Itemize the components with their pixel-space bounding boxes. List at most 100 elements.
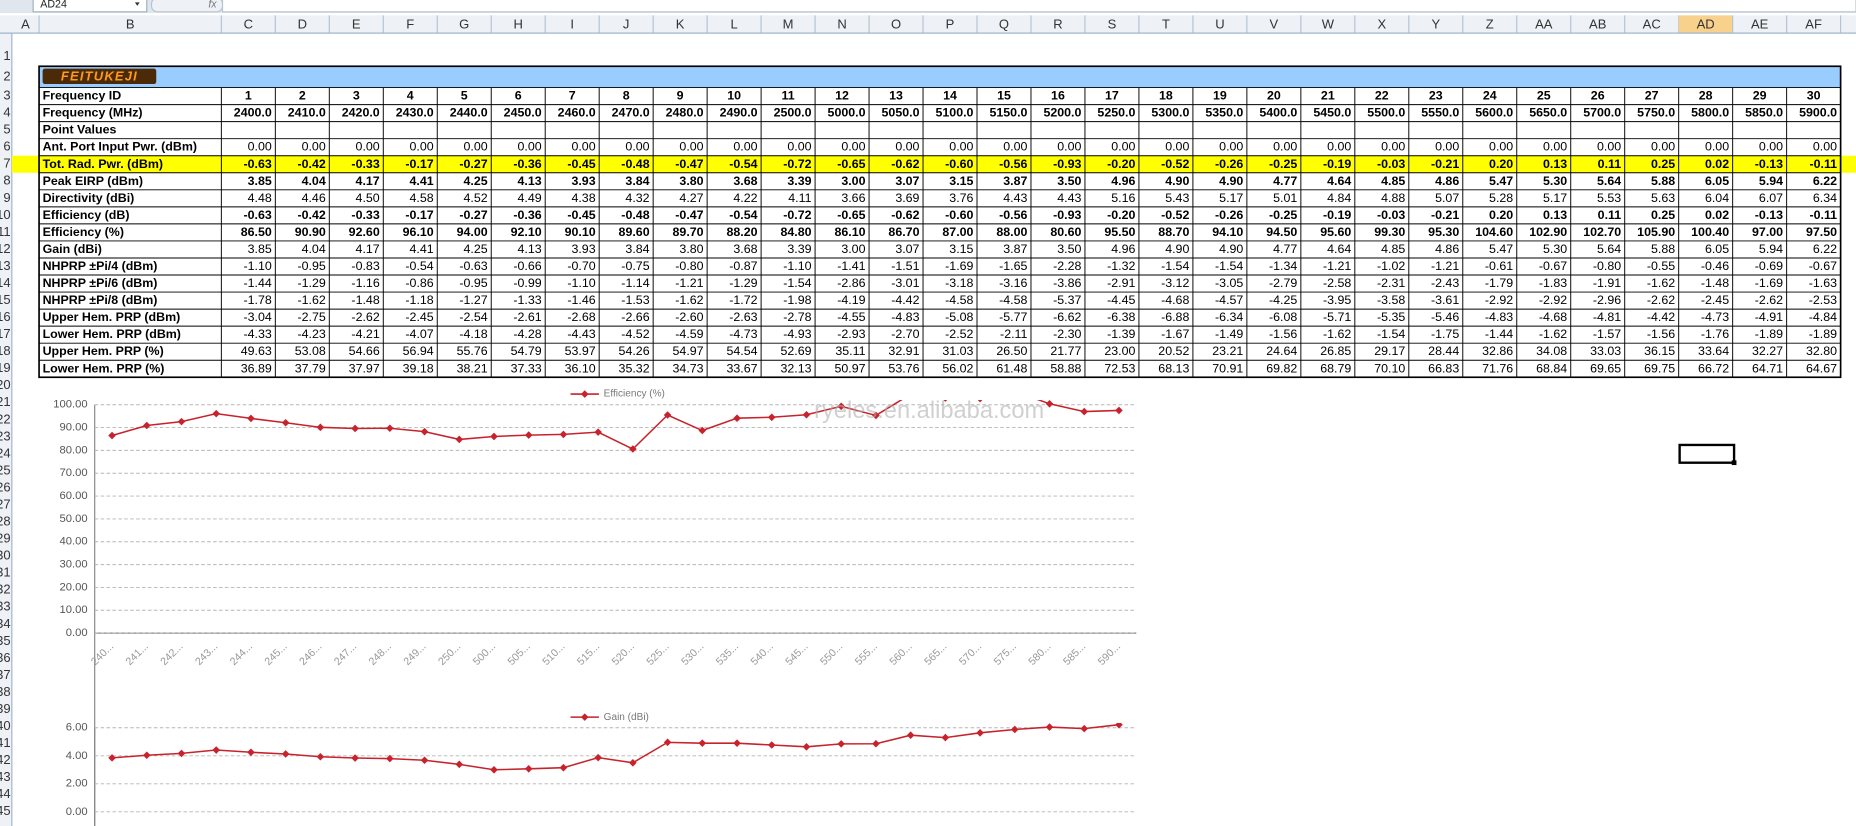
cell-value: -5.77 xyxy=(999,310,1027,324)
data-point xyxy=(490,432,498,441)
cell-value: 4.27 xyxy=(679,191,703,205)
cell-value: 4.17 xyxy=(356,174,380,188)
cell-value: 6.34 xyxy=(1813,191,1837,205)
cell-value: 5.64 xyxy=(1597,242,1621,256)
cell-value: -1.48 xyxy=(351,293,379,307)
cell-value: 0.00 xyxy=(1273,140,1297,154)
column-header: AD xyxy=(1697,16,1715,31)
row-header: 11 xyxy=(0,224,11,239)
cell-value: -6.38 xyxy=(1107,310,1135,324)
cell-value: -4.57 xyxy=(1215,293,1243,307)
cell-value: 88.00 xyxy=(996,225,1027,239)
cell-value: 0.20 xyxy=(1489,157,1513,171)
cell-value: -2.53 xyxy=(1809,293,1837,307)
legend-label: Gain (dBi) xyxy=(604,712,649,723)
cell-value: -2.63 xyxy=(729,310,757,324)
column-header: W xyxy=(1322,16,1335,31)
cell-value: 2470.0 xyxy=(612,106,650,120)
data-point xyxy=(1045,723,1054,731)
cell-value: 5750.0 xyxy=(1637,106,1675,120)
cell-value: -0.42 xyxy=(297,208,325,222)
cell-value: 4.64 xyxy=(1327,242,1351,256)
cell-value: 4.13 xyxy=(517,242,541,256)
cell-value: 5350.0 xyxy=(1205,106,1243,120)
cell-value: 26.85 xyxy=(1320,344,1351,358)
data-point xyxy=(872,739,880,748)
cell-value: 4.17 xyxy=(356,242,380,256)
cell-value: -3.61 xyxy=(1431,293,1459,307)
cell-value: -2.91 xyxy=(1107,276,1135,290)
cell-value: 3.68 xyxy=(733,174,757,188)
cell-value: 5050.0 xyxy=(882,106,920,120)
series-line xyxy=(111,399,1119,450)
row-header: 14 xyxy=(0,275,11,290)
row-label: Point Values xyxy=(43,123,117,137)
cell-value: 86.50 xyxy=(241,225,272,239)
selected-cell[interactable] xyxy=(1678,443,1736,464)
cell-value: 0.11 xyxy=(1598,208,1622,222)
data-point xyxy=(941,733,950,742)
data-point xyxy=(142,421,151,430)
x-tick-label: 530... xyxy=(679,641,706,668)
cell-value: -6.08 xyxy=(1269,310,1297,324)
fill-handle[interactable] xyxy=(1731,460,1737,466)
cell-value: -0.55 xyxy=(1647,259,1675,273)
cell-value: -0.65 xyxy=(837,208,865,222)
column-header: M xyxy=(783,16,794,31)
cell-value: 0.00 xyxy=(248,140,272,154)
column-header: H xyxy=(514,16,523,31)
cell-value: -1.83 xyxy=(1539,276,1567,290)
cell-value: -0.13 xyxy=(1755,208,1783,222)
cell-value: -0.72 xyxy=(783,157,811,171)
cell-value: 29.17 xyxy=(1374,344,1405,358)
data-point xyxy=(524,431,533,439)
y-tick-label: 0.00 xyxy=(66,806,88,818)
y-tick-label: 4.00 xyxy=(66,750,88,762)
cell-value: 32.86 xyxy=(1482,344,1513,358)
cell-value: 5.16 xyxy=(1111,191,1135,205)
data-point xyxy=(1011,387,1019,395)
cell-value: 96.10 xyxy=(403,225,434,239)
cell-value: 88.20 xyxy=(727,225,758,239)
legend-marker xyxy=(580,390,589,398)
cell-value: -0.60 xyxy=(945,208,973,222)
cell-value: -1.67 xyxy=(1161,327,1189,341)
data-point xyxy=(1115,406,1123,415)
cell-value: -5.37 xyxy=(1053,293,1081,307)
cell-value: -1.21 xyxy=(1431,259,1459,273)
cell-value: 89.60 xyxy=(619,225,650,239)
cell-value: -5.71 xyxy=(1323,310,1351,324)
cell-value: 26 xyxy=(1591,89,1605,103)
cell-value: -3.04 xyxy=(243,310,271,324)
cell-value: -4.43 xyxy=(567,327,595,341)
cell-value: -0.52 xyxy=(1161,208,1189,222)
cell-value: -1.32 xyxy=(1107,259,1135,273)
cell-value: -0.48 xyxy=(621,208,649,222)
data-point xyxy=(802,743,811,751)
cell-value: -2.45 xyxy=(405,310,433,324)
cell-value: 36.10 xyxy=(565,361,596,375)
formula-input[interactable] xyxy=(221,0,1856,13)
data-point xyxy=(316,423,325,432)
name-box-dropdown[interactable] xyxy=(134,2,140,6)
column-header: AF xyxy=(1805,16,1822,31)
cell-value: 23.21 xyxy=(1212,344,1243,358)
cell-value: 0.13 xyxy=(1543,157,1567,171)
cell-value: 4.41 xyxy=(410,174,434,188)
cell-value: -5.46 xyxy=(1431,310,1459,324)
x-tick-label: 246... xyxy=(297,641,324,668)
cell-value: 4.48 xyxy=(248,191,272,205)
logo: FEITUKEJI xyxy=(61,68,138,83)
column-header: T xyxy=(1162,16,1170,31)
cell-value: -1.69 xyxy=(945,259,973,273)
x-tick-label: 247... xyxy=(332,641,359,668)
cell-value: 15 xyxy=(997,89,1011,103)
name-box[interactable] xyxy=(32,0,148,13)
y-tick-label: 70.00 xyxy=(59,467,87,479)
cell-value: 4.90 xyxy=(1219,174,1243,188)
cell-value: 0.02 xyxy=(1705,157,1729,171)
data-point xyxy=(977,399,983,403)
cell-value: -2.92 xyxy=(1485,293,1513,307)
cell-value: 5900.0 xyxy=(1799,106,1837,120)
